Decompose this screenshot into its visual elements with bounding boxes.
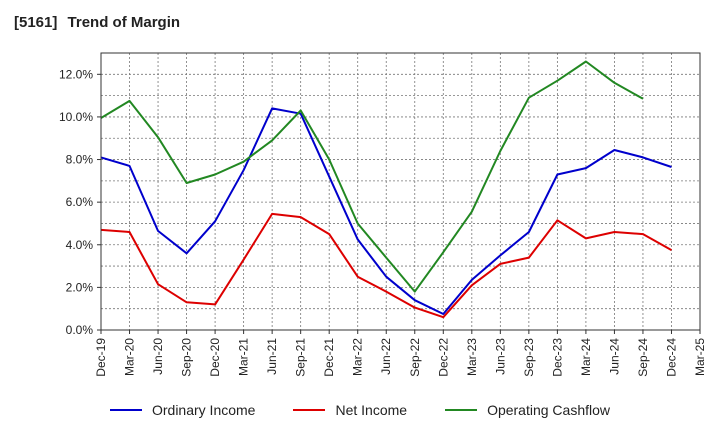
x-tick-label: Dec-21 (322, 338, 336, 377)
y-tick-label: 12.0% (59, 67, 93, 81)
x-tick-label: Sep-23 (522, 338, 536, 377)
y-axis-ticks: 0.0% 2.0% 4.0% 6.0% 8.0% 10.0% 12.0% (59, 67, 101, 337)
x-tick-label: Dec-19 (94, 338, 108, 377)
series-line-ordinary-income (100, 107, 672, 315)
x-tick-label: Sep-20 (180, 338, 194, 377)
x-tick-label: Dec-24 (664, 338, 678, 377)
y-tick-label: 10.0% (59, 110, 93, 124)
y-tick-label: 0.0% (66, 323, 94, 337)
legend-item-ordinary-income: Ordinary Income (109, 402, 256, 418)
legend-item-net-income: Net Income (293, 402, 407, 418)
legend-item-operating-cashflow: Operating Cashflow (445, 402, 610, 418)
chart-title-code: [5161] (14, 14, 58, 31)
x-tick-label: Dec-23 (550, 338, 564, 377)
x-tick-label: Sep-21 (294, 338, 308, 377)
y-tick-label: 4.0% (66, 238, 94, 252)
x-tick-label: Jun-21 (265, 338, 279, 375)
legend: Ordinary Income Net Income Operating Cas… (0, 402, 720, 418)
x-tick-label: Mar-24 (579, 338, 593, 376)
x-tick-label: Sep-22 (408, 338, 422, 377)
chart-title-text: Trend of Margin (67, 14, 181, 31)
y-tick-label: 6.0% (66, 195, 94, 209)
legend-swatch (109, 409, 142, 411)
x-axis-ticks: Dec-19 Mar-20 Jun-20 Sep-20 Dec-20 Mar-21 Jun-… (94, 330, 707, 377)
x-tick-label: Jun-23 (493, 338, 507, 375)
legend-swatch (293, 409, 326, 411)
y-tick-label: 8.0% (66, 153, 94, 167)
series-lines (100, 60, 672, 319)
x-tick-label: Jun-24 (607, 338, 621, 375)
legend-label: Net Income (335, 402, 408, 418)
x-tick-label: Mar-25 (693, 338, 707, 376)
x-tick-label: Mar-22 (351, 338, 365, 376)
legend-swatch (445, 409, 478, 411)
plot-frame (100, 52, 701, 331)
y-tick-label: 2.0% (66, 280, 94, 294)
x-tick-label: Jun-22 (379, 338, 393, 375)
chart-title: [5161] Trend of Margin (14, 14, 186, 31)
x-tick-label: Mar-20 (123, 338, 137, 376)
series-line-operating-cashflow (100, 60, 644, 293)
x-tick-label: Mar-23 (465, 338, 479, 376)
legend-label: Ordinary Income (151, 402, 256, 418)
series-line-net-income (100, 212, 672, 319)
x-tick-label: Dec-20 (208, 338, 222, 377)
legend-label: Operating Cashflow (487, 402, 611, 418)
x-tick-label: Dec-22 (436, 338, 450, 377)
x-tick-label: Sep-24 (636, 338, 650, 377)
x-tick-label: Mar-21 (237, 338, 251, 376)
x-tick-label: Jun-20 (151, 338, 165, 375)
